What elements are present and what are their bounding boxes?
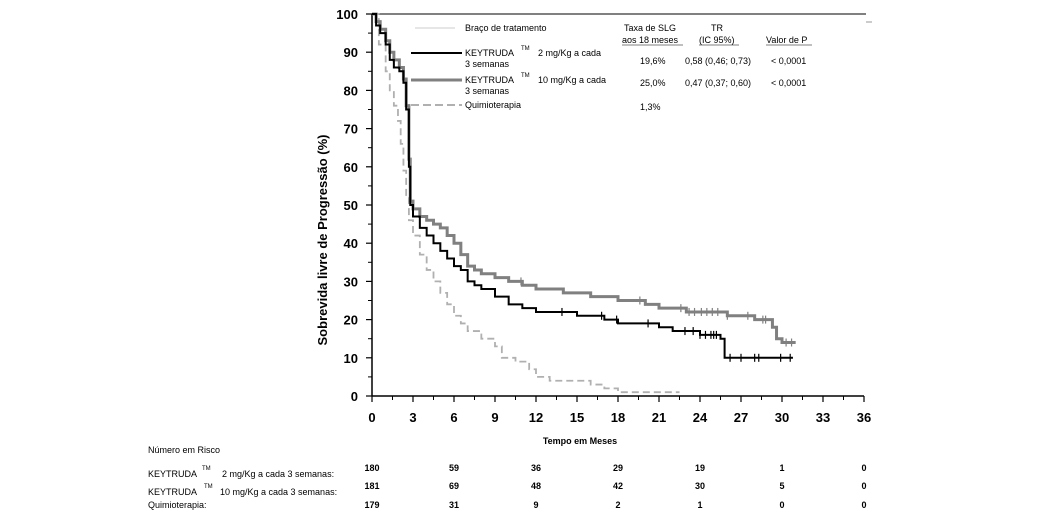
legend-header-p: Valor de P: [766, 35, 807, 45]
legend: Braço de tratamento Taxa de SLG aos 18 m…: [411, 23, 812, 112]
legend-hr-1: 0,58 (0,46; 0,73): [685, 56, 751, 66]
censor-marks: [520, 277, 793, 362]
risk-row-label-b-2: 10 mg/Kg a cada 3 semanas:: [220, 487, 337, 497]
risk-value: 1: [779, 463, 784, 473]
risk-value: 59: [449, 463, 459, 473]
curve-quimioterapia: [372, 13, 680, 394]
y-tick-label: 70: [344, 122, 358, 137]
legend-name-2: KEYTRUDA: [465, 75, 514, 85]
x-tick-label: 0: [368, 410, 375, 425]
risk-row-label-a-1: KEYTRUDA: [148, 469, 197, 479]
risk-value: 29: [613, 463, 623, 473]
x-tick-label: 33: [816, 410, 830, 425]
x-tick-label: 30: [775, 410, 789, 425]
y-tick-label: 30: [344, 274, 358, 289]
legend-p-1: < 0,0001: [771, 56, 806, 66]
legend-dose-2: 10 mg/Kg a cada: [538, 75, 606, 85]
legend-header-rate-1: Taxa de SLG: [624, 23, 676, 33]
legend-rate-3: 1,3%: [640, 102, 661, 112]
y-tick-label: 0: [351, 389, 358, 404]
y-tick-label: 40: [344, 236, 358, 251]
y-ticks: 0 10 20 30 40 50 60 70 80 90 100: [336, 7, 372, 404]
risk-value: 19: [695, 463, 705, 473]
risk-value: 5: [779, 481, 784, 491]
x-tick-label: 9: [491, 410, 498, 425]
survival-curves: [372, 12, 796, 394]
risk-row-label-a-2: KEYTRUDA: [148, 487, 197, 497]
risk-value: 179: [364, 500, 379, 510]
curve-keytruda-2mg: [372, 13, 793, 359]
y-axis-label: Sobrevida livre de Progressão (%): [315, 135, 330, 346]
risk-value: 1: [697, 500, 702, 510]
risk-value: 69: [449, 481, 459, 491]
risk-value: 0: [861, 481, 866, 491]
x-tick-label: 18: [611, 410, 625, 425]
y-tick-label: 100: [336, 7, 358, 22]
legend-tm-1: TM: [521, 46, 530, 52]
legend-tm-2: TM: [521, 73, 530, 79]
risk-row-label-b-1: 2 mg/Kg a cada 3 semanas:: [222, 469, 334, 479]
risk-row-label-a-3: Quimioterapia:: [148, 500, 207, 510]
risk-value: 0: [861, 500, 866, 510]
y-tick-label: 50: [344, 198, 358, 213]
risk-table-title: Número em Risco: [148, 445, 220, 455]
legend-hr-2: 0,47 (0,37; 0,60): [685, 78, 751, 88]
x-ticks: 0 3 6 9 12 15 18 21 24 27 30 33 36: [368, 396, 871, 425]
x-tick-label: 21: [652, 410, 666, 425]
risk-value: 31: [449, 500, 459, 510]
legend-line2-1: 3 semanas: [465, 59, 510, 69]
risk-row-tm-1: TM: [202, 466, 211, 472]
risk-value: 181: [364, 481, 379, 491]
x-tick-label: 6: [450, 410, 457, 425]
legend-dose-1: 2 mg/Kg a cada: [538, 48, 601, 58]
x-tick-label: 24: [693, 410, 708, 425]
x-tick-label: 36: [857, 410, 871, 425]
x-tick-label: 3: [409, 410, 416, 425]
risk-row-tm-2: TM: [204, 484, 213, 490]
x-axis-label: Tempo em Meses: [543, 436, 617, 446]
legend-p-2: < 0,0001: [771, 78, 806, 88]
legend-rate-1: 19,6%: [640, 56, 666, 66]
y-tick-label: 20: [344, 313, 358, 328]
risk-value: 30: [695, 481, 705, 491]
legend-rate-2: 25,0%: [640, 78, 666, 88]
risk-table: Número em Risco KEYTRUDA TM 2 mg/Kg a ca…: [148, 445, 867, 510]
risk-value: 0: [779, 500, 784, 510]
risk-values: 180 59 36 29 19 1 0 181 69 48 42 30 5 0 179 31 9 2 1 0 0: [364, 463, 866, 510]
legend-header-hr-2: (IC 95%): [699, 35, 735, 45]
risk-value: 9: [533, 500, 538, 510]
x-tick-label: 27: [734, 410, 748, 425]
legend-header-rate-2: aos 18 meses: [622, 35, 679, 45]
legend-header-arm: Braço de tratamento: [465, 23, 547, 33]
y-tick-label: 80: [344, 83, 358, 98]
risk-value: 36: [531, 463, 541, 473]
x-tick-label: 15: [570, 410, 584, 425]
risk-value: 2: [615, 500, 620, 510]
legend-name-1: KEYTRUDA: [465, 48, 514, 58]
y-tick-label: 60: [344, 160, 358, 175]
risk-value: 48: [531, 481, 541, 491]
risk-value: 0: [861, 463, 866, 473]
legend-name-3: Quimioterapia: [465, 100, 521, 110]
risk-value: 42: [613, 481, 623, 491]
y-tick-label: 90: [344, 45, 358, 60]
legend-line2-2: 3 semanas: [465, 86, 510, 96]
risk-value: 180: [364, 463, 379, 473]
x-tick-label: 12: [529, 410, 543, 425]
y-tick-label: 10: [344, 351, 358, 366]
legend-header-hr-1: TR: [711, 23, 723, 33]
